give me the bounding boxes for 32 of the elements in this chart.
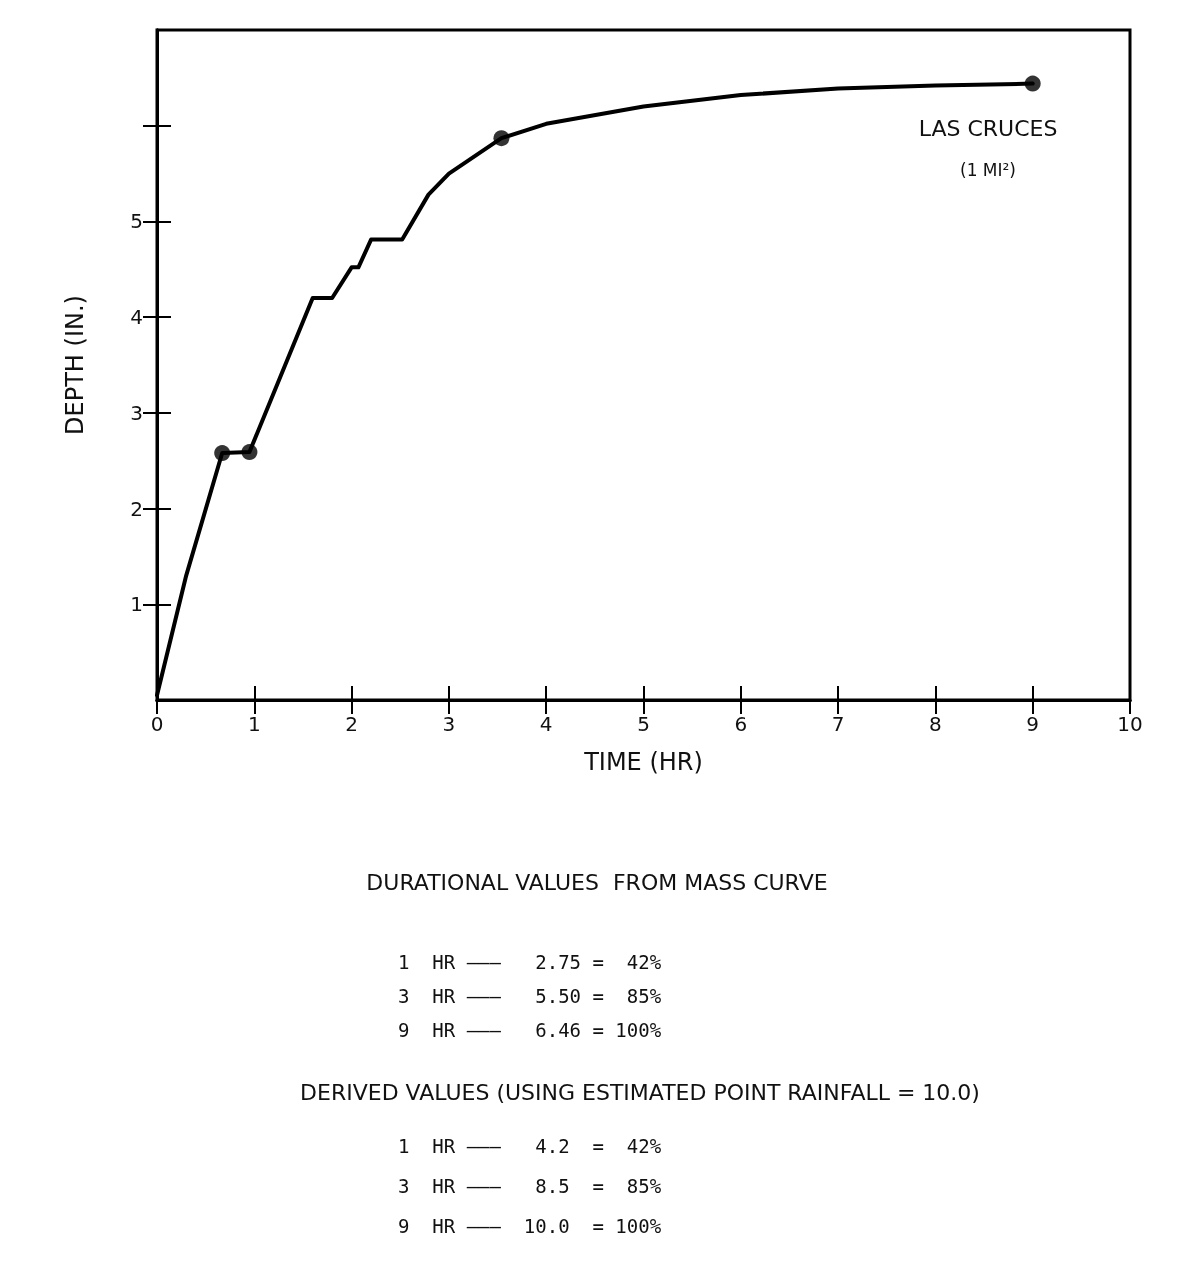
y-tick-label: 3: [130, 400, 143, 425]
x-tick-label: 8: [929, 712, 942, 736]
y-axis-title: DEPTH (IN.): [61, 295, 89, 435]
x-tick-label: 2: [345, 712, 358, 736]
point: [241, 444, 258, 461]
x-tick-label: 5: [637, 712, 650, 736]
text: 9 HR ——— 6.46 = 100%: [398, 1019, 662, 1041]
x-tick-label: 10: [1117, 712, 1143, 736]
x-tick-label: 9: [1026, 712, 1040, 736]
x-tick-label: 0: [150, 712, 164, 736]
point: [214, 445, 231, 462]
annotation: (1 MI²): [960, 160, 1016, 180]
annotation: LAS CRUCES: [918, 115, 1058, 141]
text: DERIVED VALUES (USING ESTIMATED POINT RAINFALL = 10.0): [300, 1079, 980, 1105]
y-tick-label: 4: [130, 305, 143, 330]
point: [493, 130, 510, 147]
point: [1024, 75, 1041, 92]
text: 3 HR ——— 8.5 = 85%: [398, 1175, 662, 1197]
y-tick-label: 1: [130, 592, 143, 617]
text: DURATIONAL VALUES FROM MASS CURVE: [366, 869, 828, 895]
x-tick-label: 4: [539, 712, 553, 736]
text: 1 HR ——— 4.2 = 42%: [398, 1135, 662, 1157]
y-tick-label: 2: [130, 496, 143, 521]
text: 9 HR ——— 10.0 = 100%: [398, 1215, 662, 1237]
text: 3 HR ——— 5.50 = 85%: [398, 985, 662, 1007]
x-tick-label: 7: [831, 712, 845, 736]
x-tick-label: 3: [442, 712, 456, 736]
x-tick-label: 6: [734, 712, 748, 736]
x-tick-label: 1: [247, 712, 261, 736]
y-tick-label: 5: [130, 209, 143, 234]
x-axis-title: TIME (HR): [583, 748, 703, 776]
text: 1 HR ——— 2.75 = 42%: [398, 951, 662, 973]
